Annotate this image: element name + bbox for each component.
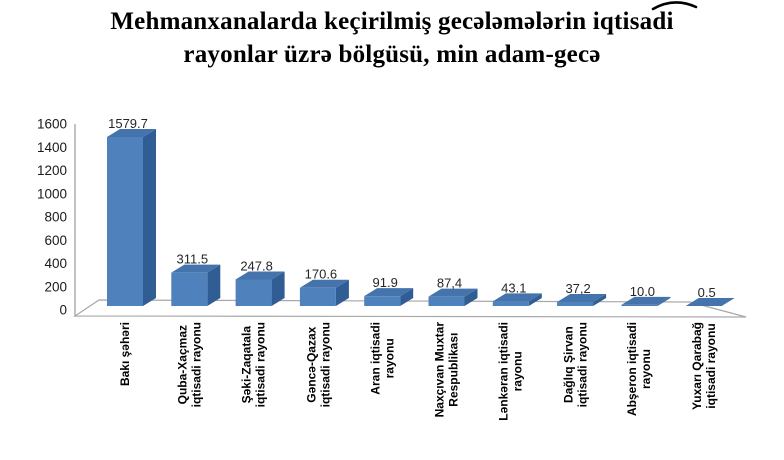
chart-title-line-2: rayonlar üzrə bölgüsü, min adam-gecə [183, 41, 601, 68]
bar-front-face [621, 304, 658, 306]
y-tick-label: 0 [59, 303, 67, 318]
bar-value-label: 1579.7 [108, 116, 148, 131]
bar-front-face [171, 272, 208, 306]
bar-value-label: 10.0 [630, 284, 655, 299]
bar-value-label: 0.5 [698, 285, 716, 300]
bar-value-label: 170.6 [305, 267, 338, 282]
bar-front-face [235, 279, 272, 306]
bar-top-face [235, 271, 285, 280]
bar-front-face [364, 296, 401, 306]
bar-side-face [528, 293, 542, 306]
y-tick-label: 400 [44, 256, 67, 271]
y-tick-label: 200 [44, 279, 67, 294]
y-tick-label: 1400 [37, 140, 67, 155]
bar-side-face [721, 297, 735, 306]
bar-front-face [107, 136, 143, 306]
bar-value-label: 43.1 [501, 280, 526, 295]
bar-side-face [464, 288, 478, 306]
chart-title: Mehmanxanalarda keçirilmiş gecələmələrin… [0, 5, 784, 71]
bar-front-face [557, 302, 594, 306]
y-tick-label: 800 [44, 210, 67, 225]
bar-top-face [557, 294, 607, 303]
bar-side-face [271, 271, 285, 306]
y-tick-label: 600 [44, 233, 67, 248]
bar-value-label: 247.8 [240, 258, 273, 273]
chart-title-line-1: Mehmanxanalarda keçirilmiş gecələmələrin… [110, 8, 674, 35]
bar-top-face [428, 288, 478, 297]
bar-top-face [685, 297, 735, 306]
bar-side-face [400, 288, 414, 306]
bar-side-face [657, 296, 671, 306]
bar-side-face [207, 264, 221, 306]
bar-side-face [335, 279, 349, 306]
y-tick-label: 1000 [37, 186, 67, 201]
bar-top-face [492, 293, 542, 302]
bar-top-face [621, 296, 671, 305]
bar-value-label: 37,2 [565, 281, 590, 296]
bar-value-label: 87,4 [437, 276, 462, 291]
bar-top-face [364, 288, 414, 297]
bar-front-face [492, 301, 529, 306]
y-tick-label: 1600 [37, 117, 67, 132]
bar-front-face [299, 287, 336, 306]
y-tick-label: 1200 [37, 163, 67, 178]
bar-value-label: 91.9 [373, 275, 398, 290]
bar-front-face [428, 296, 465, 306]
bar-top-face [299, 279, 349, 288]
bar-top-face [171, 264, 221, 273]
bar-top-face [107, 128, 156, 137]
cropped-glyph-artifact [651, 1, 698, 11]
bar-side-face [593, 294, 607, 306]
bar-value-label: 311.5 [177, 252, 209, 267]
bar-side-face [143, 128, 156, 306]
